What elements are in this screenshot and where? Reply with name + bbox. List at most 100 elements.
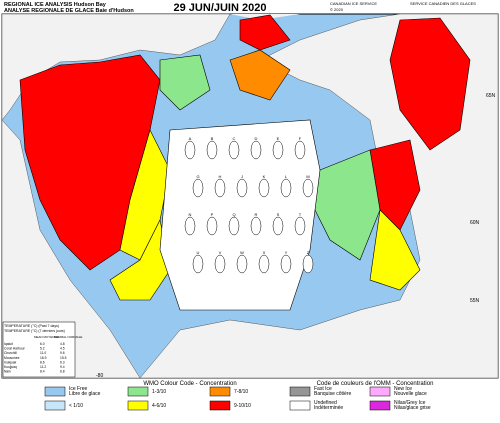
egg-label: F	[299, 136, 302, 141]
egg-label: E	[277, 136, 280, 141]
legend-swatch	[127, 400, 149, 411]
table-cell: 9.4	[60, 365, 65, 369]
egg	[184, 216, 196, 236]
legend-title-en: WMO Colour Code - Concentration	[143, 381, 236, 387]
table-cell: Churchill	[4, 351, 17, 355]
temperature-table: TEMPERATURE (°C) (Past 7 days) TEMPERATU…	[2, 321, 82, 378]
legend-label: 9-10/10	[234, 403, 251, 409]
table-title-fr: TEMPERATURE (°C) (7 derniers jours)	[4, 329, 65, 333]
egg	[236, 178, 248, 198]
table-cell: 6.0	[40, 342, 45, 346]
egg	[302, 254, 314, 274]
table-col: MEAN MOYENNE	[34, 335, 59, 339]
egg-label: B	[211, 136, 214, 141]
agency-en: CANADIAN ICE SERVICE	[330, 1, 377, 6]
egg-label: H	[219, 174, 222, 179]
table-cell: Iqaluit	[4, 342, 13, 346]
egg	[294, 216, 306, 236]
legend-label: Undefined Indéterminée	[314, 400, 343, 411]
egg	[228, 140, 240, 160]
legend-label: New Ice Nouvelle glace	[394, 386, 427, 397]
table-cell: 8.6	[40, 360, 45, 364]
egg	[272, 216, 284, 236]
egg-label: G	[196, 174, 199, 179]
egg	[214, 178, 226, 198]
egg-label: T	[299, 212, 302, 217]
egg-label: S	[277, 212, 280, 217]
table-cell: 6.8	[60, 370, 65, 374]
legend-label: Ice Free Libre de glace	[69, 386, 101, 397]
egg-label: W	[240, 250, 244, 255]
egg	[228, 216, 240, 236]
legend-swatch	[44, 386, 66, 397]
egg	[280, 254, 292, 274]
legend-swatch	[44, 400, 66, 411]
egg	[272, 140, 284, 160]
land-north	[1, 13, 231, 121]
legend-swatch	[289, 386, 311, 397]
table-cell: Coral Harbour	[4, 347, 26, 351]
legend-label: < 1/10	[69, 403, 83, 409]
egg-label: Q	[232, 212, 235, 217]
egg	[192, 254, 204, 274]
egg	[206, 216, 218, 236]
egg-label: A	[189, 136, 192, 141]
legend-label: Fast Ice Banquise côtière	[314, 386, 351, 397]
table-cell: 16.9	[40, 356, 47, 360]
ice-4-6	[369, 209, 421, 291]
table-cell: 4.5	[60, 347, 65, 351]
table-title-en: TEMPERATURE (°C) (Past 7 days)	[4, 324, 59, 328]
table-cell: 15.5	[60, 356, 67, 360]
egg	[192, 178, 204, 198]
table-cell: Inukjuak	[4, 360, 17, 364]
egg	[236, 254, 248, 274]
ice-7-8	[229, 49, 291, 101]
title-en: REGIONAL ICE ANALYSIS Hudson Bay	[4, 2, 107, 8]
egg	[280, 178, 292, 198]
ice-9-10	[239, 14, 291, 51]
ice-4-6	[109, 219, 171, 301]
table-cell: 8.4	[40, 370, 45, 374]
legend-swatch	[127, 386, 149, 397]
egg-label: L	[285, 174, 288, 179]
egg	[184, 140, 196, 160]
egg-label: R	[255, 212, 258, 217]
title-fr: ANALYSE REGIONALE DE GLACE Baie d'Hudson	[4, 8, 134, 14]
table-cell: Kuujjuaq	[4, 365, 17, 369]
egg-label: K	[263, 174, 266, 179]
egg	[302, 178, 314, 198]
legend-swatch	[369, 386, 391, 397]
table-cell: 6.3	[60, 360, 65, 364]
legend-swatch	[289, 400, 311, 411]
lon-label: -80	[96, 373, 103, 379]
egg-label: P	[211, 212, 214, 217]
egg	[250, 216, 262, 236]
legend-title-fr: Code de couleurs de l'OMM - Concentratio…	[317, 381, 434, 387]
lat-label: 60N	[470, 220, 480, 226]
ice-9-10	[389, 17, 471, 151]
table-cell: Nain	[4, 370, 11, 374]
legend-swatch	[209, 386, 231, 397]
egg-label: D	[255, 136, 258, 141]
table-cell: 11.2	[40, 365, 46, 369]
egg	[258, 254, 270, 274]
egg-codes: A B C D E F G H J K L M N P Q R S T U V W X Y Z	[184, 136, 314, 274]
egg-label: Z	[307, 250, 310, 255]
egg-label: C	[233, 136, 236, 141]
copyright: © 2020	[330, 7, 344, 12]
legend-swatch	[369, 400, 391, 411]
lat-label: 55N	[470, 298, 480, 304]
legend-swatch	[209, 400, 231, 411]
table-col: NORMAL NORMALE	[54, 335, 82, 339]
table-cell: 4.8	[60, 342, 65, 346]
egg	[206, 140, 218, 160]
legend-label: Nilas/Grey Ice Nilas/glace grise	[394, 400, 431, 411]
agency-fr: SERVICE CANADIEN DES GLACES	[410, 1, 476, 6]
legend-label: 1-3/10	[152, 389, 166, 395]
lat-label: 65N	[486, 93, 496, 99]
egg	[214, 254, 226, 274]
egg-label: Y	[285, 250, 288, 255]
table-box	[2, 321, 76, 378]
table-cell: 9.6	[60, 351, 65, 355]
table-cell: 5.2	[40, 347, 45, 351]
